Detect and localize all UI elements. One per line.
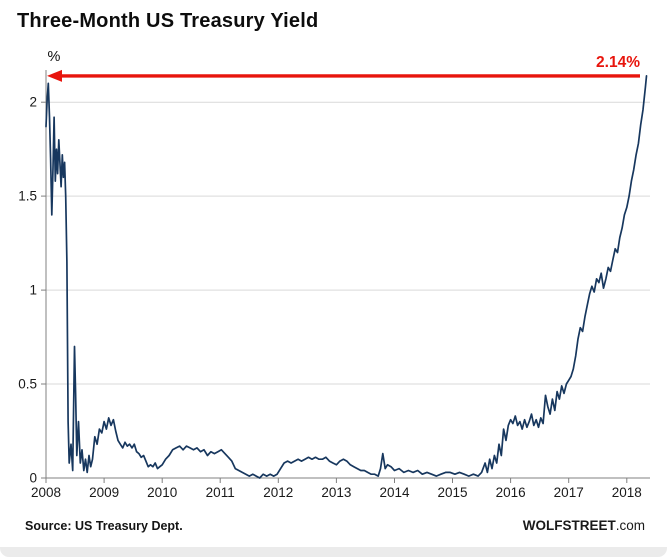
x-tick-label: 2016 [496, 485, 526, 500]
x-tick-label: 2012 [263, 485, 293, 500]
site-brand: WOLFSTREET.com [523, 518, 645, 533]
x-tick-label: 2011 [206, 485, 235, 500]
x-tick-label: 2013 [321, 485, 351, 500]
x-tick-label: 2018 [612, 485, 642, 500]
site-brand-name: WOLFSTREET [522, 518, 616, 533]
y-tick-label: 1.5 [18, 189, 37, 204]
chart-title: Three-Month US Treasury Yield [17, 10, 319, 32]
annotation-value-label: 2.14% [596, 54, 640, 71]
x-tick-label: 2009 [89, 485, 119, 500]
source-note: Source: US Treasury Dept. [25, 519, 183, 533]
x-tick-label: 2010 [147, 485, 177, 500]
x-tick-label: 2008 [31, 485, 61, 500]
x-tick-label: 2015 [437, 485, 467, 500]
y-tick-label: 0.5 [18, 377, 37, 392]
window-bottom-bar [0, 547, 667, 557]
y-tick-label: 0 [29, 471, 37, 486]
y-tick-label: 2 [29, 95, 37, 110]
annotation-arrowhead-icon [47, 69, 62, 82]
x-tick-label: 2017 [554, 485, 584, 500]
x-tick-label: 2014 [379, 485, 410, 500]
y-tick-label: 1 [29, 283, 37, 298]
site-brand-suffix: .com [615, 518, 645, 533]
yield-line-series [45, 75, 648, 479]
y-axis-unit-label: % [48, 49, 61, 65]
